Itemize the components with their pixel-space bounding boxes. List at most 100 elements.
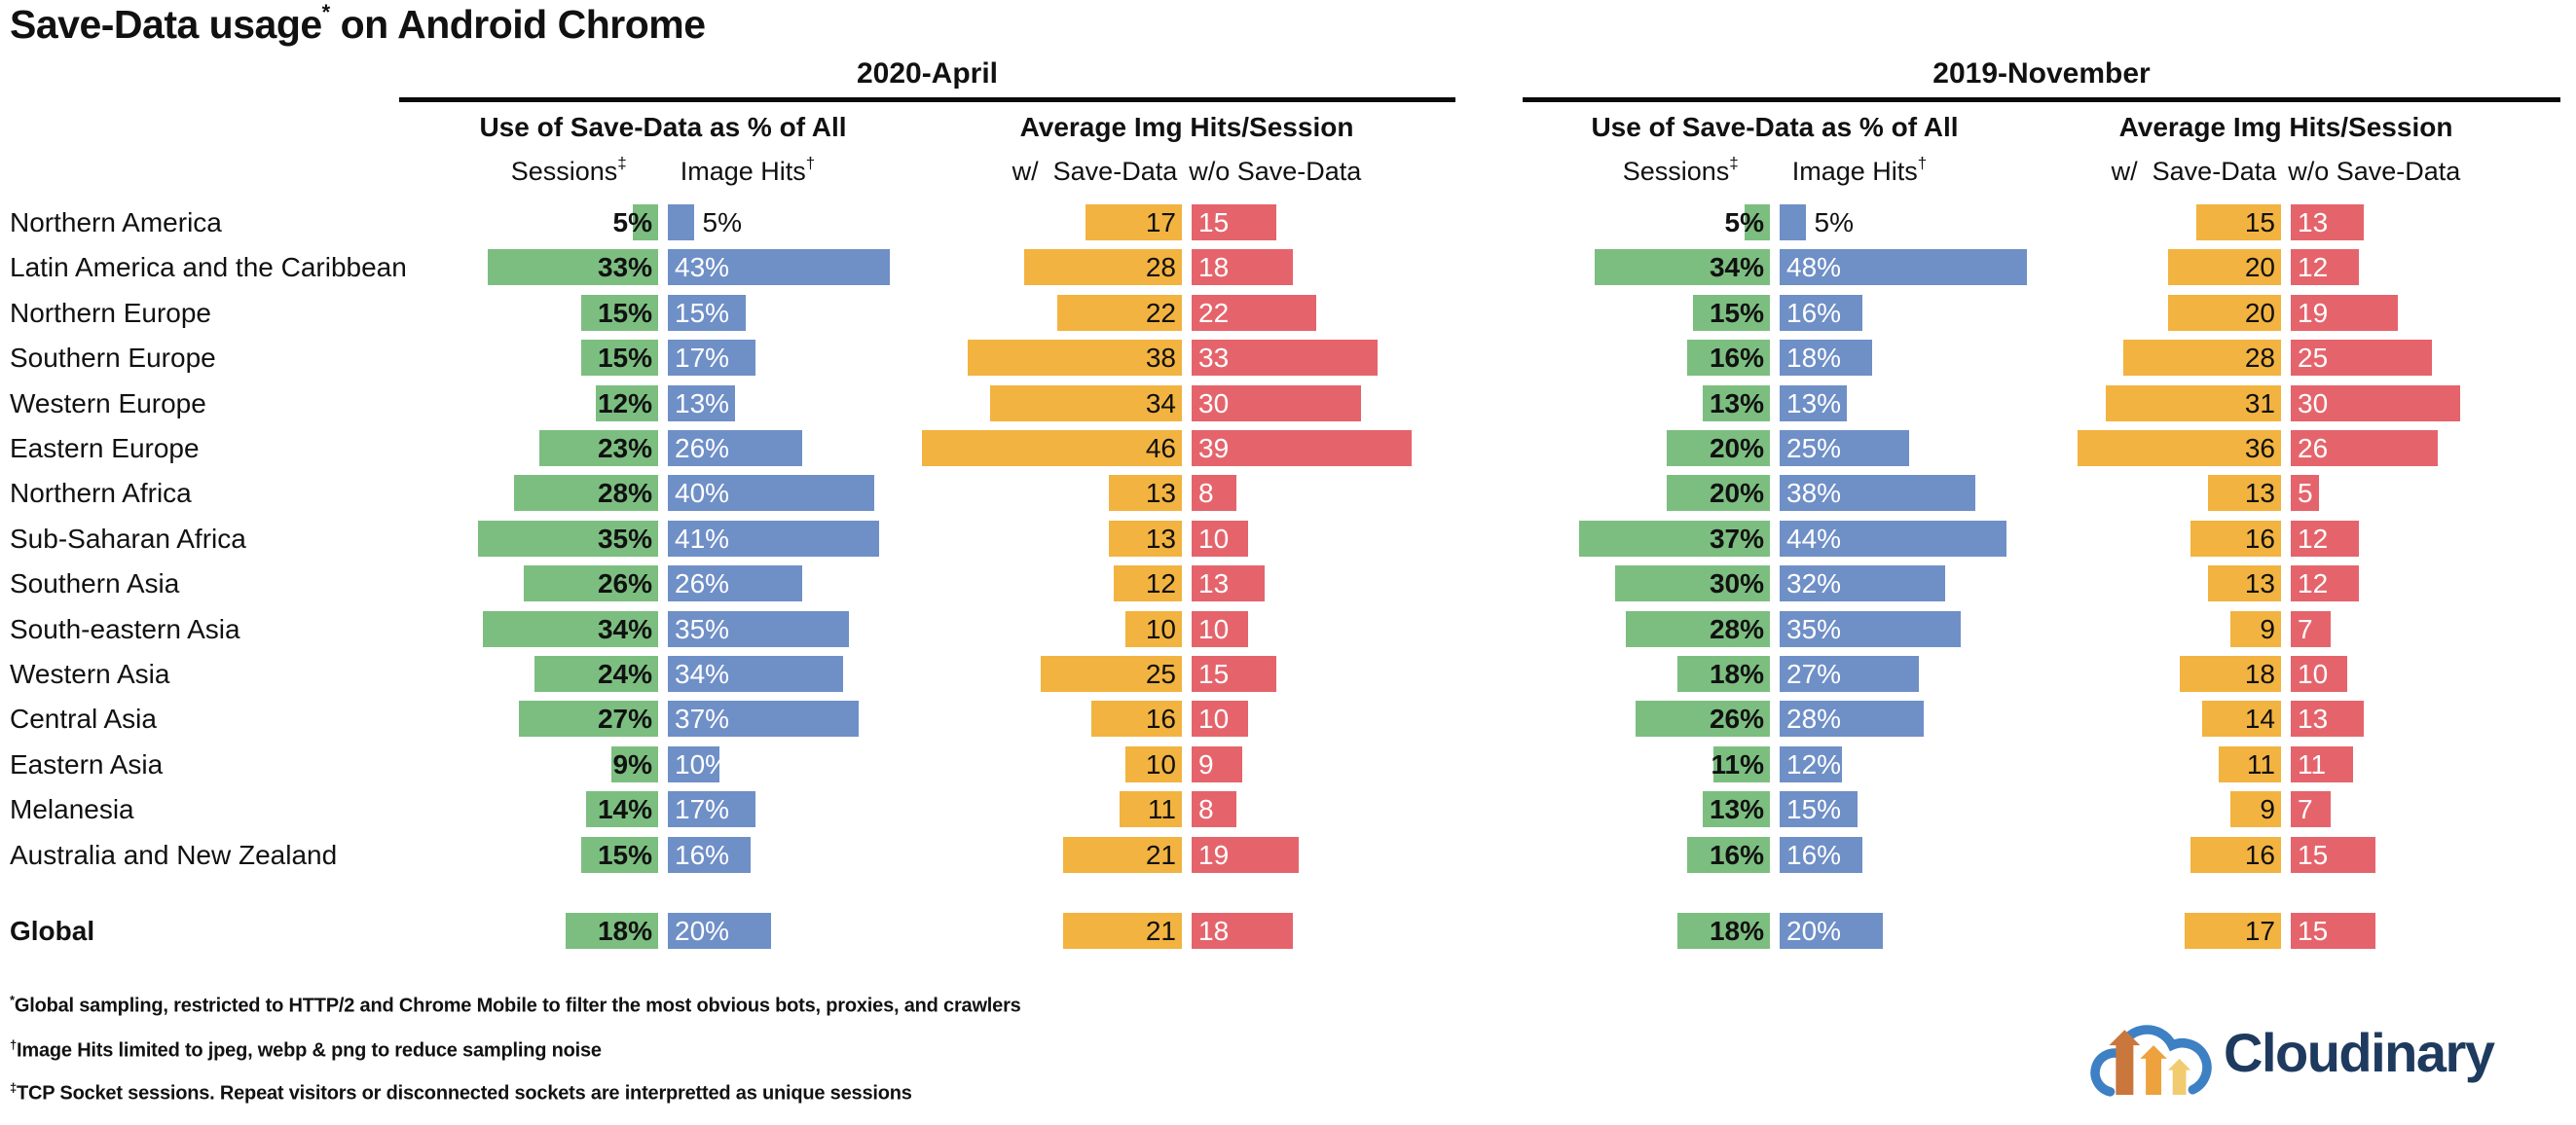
hits-with-bar-2020 <box>1114 565 1182 602</box>
region-label: Northern Africa <box>10 478 192 509</box>
region-row: Melanesia 14% 17% 11 8 13% 15% 9 7 <box>0 791 2576 828</box>
bar-value: 18 <box>2244 659 2275 689</box>
bar-value: 15 <box>2298 839 2329 870</box>
bar-value: 9 <box>1198 748 1214 780</box>
bar-value: 27% <box>1786 659 1842 689</box>
bar-value: 13 <box>2298 207 2329 237</box>
period-header-2020-april: 2020-April <box>856 57 999 90</box>
bar-value: 35% <box>675 613 730 644</box>
bar-value: 16 <box>2244 523 2275 554</box>
bar-value: 10 <box>1145 613 1176 644</box>
bar-value: 12 <box>2298 523 2329 554</box>
hits-with-bar-2020 <box>1120 791 1182 828</box>
hits-with-bar-2020 <box>1125 745 1182 782</box>
with-savedata-column-label: w/ Save-Data <box>1012 156 1178 186</box>
bar-value: 48% <box>1786 252 1842 283</box>
bar-value: 16% <box>675 839 730 870</box>
bar-value: 21 <box>1145 839 1176 870</box>
hits-without-bar-2019 <box>2291 520 2359 557</box>
bar-value: 28 <box>1145 252 1176 283</box>
image-hits-bar-2020 <box>668 701 860 738</box>
hits-with-bar-2019 <box>2185 912 2281 949</box>
bar-value: 12 <box>1145 568 1176 599</box>
hits-without-bar-2019 <box>2291 701 2365 738</box>
hits-without-bar-2019 <box>2291 610 2331 647</box>
region-label: Western Asia <box>10 659 170 689</box>
bar-value: 32% <box>1786 568 1842 599</box>
bar-value: 16% <box>1709 839 1764 870</box>
sessions-bar-2019 <box>1625 610 1770 647</box>
sessions-bar-2019 <box>1636 701 1770 738</box>
hits-with-bar-2020 <box>1057 294 1182 331</box>
region-row: Northern Europe 15% 15% 22 22 15% 16% 20 19 <box>0 294 2576 331</box>
hits-without-bar-2019 <box>2291 656 2347 692</box>
sessions-bar-2020 <box>513 475 658 512</box>
sessions-bar-2019 <box>1667 430 1770 466</box>
bar-value: 34 <box>1145 387 1176 418</box>
hits-with-bar-2019 <box>2179 656 2281 692</box>
sessions-bar-2020 <box>596 384 658 421</box>
bar-value: 16 <box>2244 839 2275 870</box>
bar-value: 26% <box>675 433 730 463</box>
bar-value: 5% <box>1814 207 1854 237</box>
sessions-bar-2020 <box>580 294 658 331</box>
hits-with-bar-2020 <box>989 384 1182 421</box>
bar-value: 10 <box>1145 748 1176 780</box>
sessions-bar-2019 <box>1687 340 1770 377</box>
bar-value: 15 <box>1198 659 1230 689</box>
bar-value: 15 <box>1198 207 1230 237</box>
bar-value: 31 <box>2244 387 2275 418</box>
bar-value: 40% <box>675 478 730 509</box>
hits-with-bar-2019 <box>2229 791 2281 828</box>
region-row: Southern Europe 15% 17% 38 33 16% 18% 28 25 <box>0 340 2576 377</box>
region-label: Global <box>10 915 95 946</box>
sessions-bar-2020 <box>539 430 658 466</box>
hits-with-bar-2020 <box>1023 249 1182 286</box>
bar-value: 13 <box>2298 704 2329 735</box>
group-header-pct-2019: Use of Save-Data as % of All <box>1591 112 1959 142</box>
sessions-bar-2019 <box>1703 384 1770 421</box>
region-row: Northern America 5% 5% 17 15 5% 5% 15 13 <box>0 204 2576 240</box>
image-hits-bar-2019 <box>1780 340 1873 377</box>
bar-value: 37% <box>1709 523 1764 554</box>
bar-value: 43% <box>675 252 730 283</box>
image-hits-bar-2019 <box>1780 520 2007 557</box>
region-label: Northern Europe <box>10 297 212 328</box>
region-row: Global 18% 20% 21 18 18% 20% 17 15 <box>0 912 2576 949</box>
image-hits-bar-2020 <box>668 475 874 512</box>
logo-text: Cloudinary <box>2224 1021 2495 1083</box>
bar-value: 10 <box>2298 659 2329 689</box>
hits-without-bar-2019 <box>2291 912 2375 949</box>
region-label: Western Europe <box>10 387 206 418</box>
hits-with-bar-2019 <box>2122 340 2281 377</box>
subheaders-hits-2019: w/ Save-Data w/o Save-Data <box>1994 154 2576 189</box>
region-label: Latin America and the Caribbean <box>10 252 407 283</box>
image-hits-bar-2020 <box>668 384 735 421</box>
hits-without-bar-2020 <box>1192 745 1243 782</box>
bar-value: 7 <box>2298 794 2313 825</box>
bar-value: 13 <box>1145 478 1176 509</box>
image-hits-bar-2019 <box>1780 565 1945 602</box>
sessions-bar-2019 <box>1594 249 1770 286</box>
hits-with-bar-2019 <box>2207 565 2281 602</box>
image-hits-bar-2019 <box>1780 294 1862 331</box>
hits-without-bar-2019 <box>2291 294 2399 331</box>
bar-value: 9 <box>2260 794 2275 825</box>
bar-value: 8 <box>1198 478 1214 509</box>
page-title: Save-Data usage* on Android Chrome <box>10 0 706 48</box>
hits-with-bar-2020 <box>1108 520 1182 557</box>
bar-value: 30% <box>1709 568 1764 599</box>
image-hits-column-label: Image Hits† <box>680 154 816 186</box>
bar-value: 10 <box>1198 523 1230 554</box>
hits-with-bar-2020 <box>1091 701 1182 738</box>
region-label: Southern Europe <box>10 343 216 374</box>
bar-value: 28% <box>1709 613 1764 644</box>
bar-value: 5% <box>1724 207 1764 237</box>
hits-without-bar-2019 <box>2291 745 2353 782</box>
hits-with-bar-2020 <box>922 430 1182 466</box>
bar-value: 26 <box>2298 433 2329 463</box>
bar-value: 18% <box>597 915 652 946</box>
hits-without-bar-2020 <box>1192 836 1300 873</box>
bar-value: 15 <box>2298 915 2329 946</box>
